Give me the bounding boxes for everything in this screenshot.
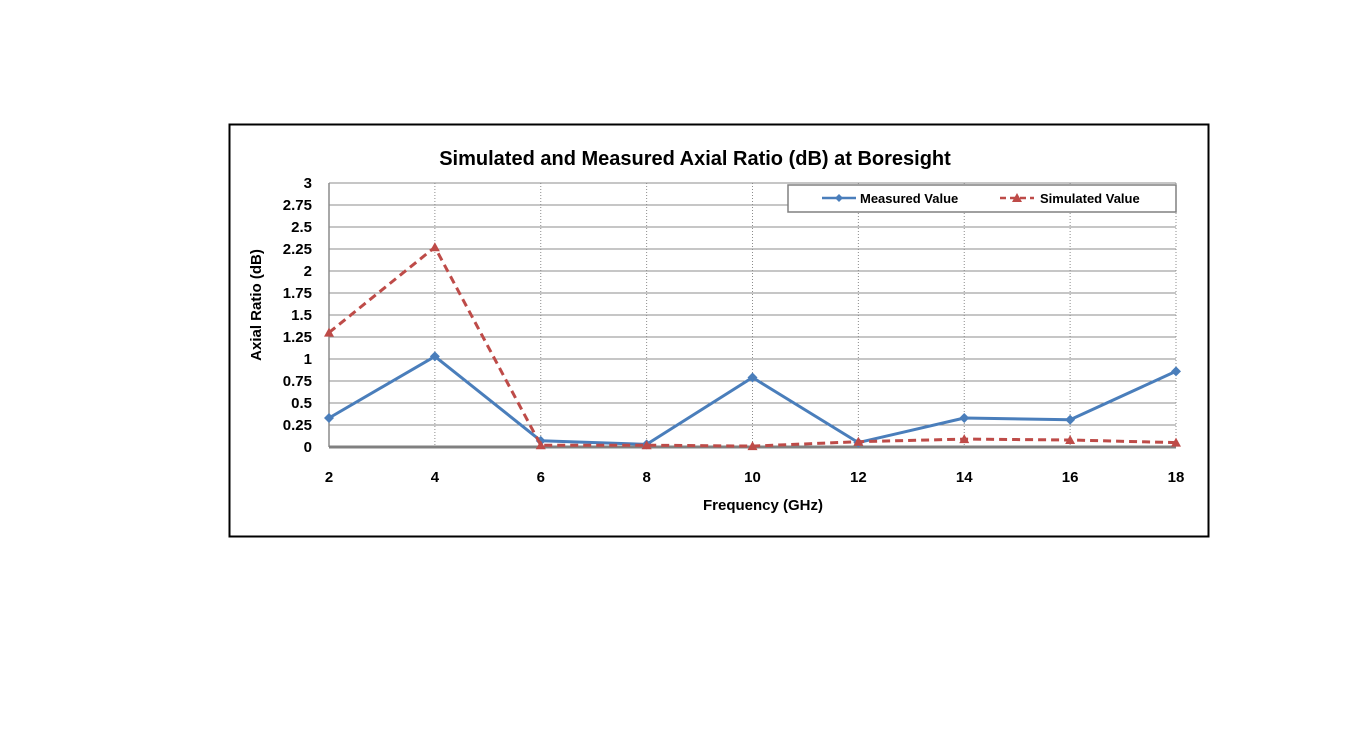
simulated-value-point [747, 441, 758, 451]
y-tick-label: 1.75 [283, 285, 312, 302]
simulated-value-point [535, 440, 546, 450]
measured-value-point [1171, 366, 1181, 377]
x-tick-label: 10 [744, 469, 761, 486]
y-tick-label: 0.25 [283, 417, 312, 434]
x-tick-label: 12 [850, 469, 867, 486]
x-tick-label: 4 [431, 469, 440, 486]
x-tick-label: 6 [537, 469, 545, 486]
measured-value-point [959, 412, 970, 423]
x-axis-title: Frequency (GHz) [703, 497, 823, 514]
y-tick-label: 1.5 [291, 307, 312, 324]
measured-value-point [1065, 414, 1076, 425]
x-tick-labels: 2 4 6 8 10 12 14 16 18 [325, 469, 1185, 486]
y-tick-labels: 0 0.25 0.5 0.75 1 1.25 1.5 1.75 2 2.25 2.5 2.75 3 [283, 175, 312, 456]
legend: Measured Value Simulated Value [787, 184, 1177, 213]
x-tick-label: 2 [325, 469, 333, 486]
series-layer [324, 242, 1181, 451]
legend-label-measured: Measured Value [860, 191, 958, 206]
legend-label-simulated: Simulated Value [1040, 191, 1140, 206]
y-tick-label: 1.25 [283, 329, 312, 346]
y-tick-label: 0.5 [291, 395, 312, 412]
y-tick-label: 0.75 [283, 373, 312, 390]
legend-box [787, 184, 1177, 213]
y-tick-label: 1 [304, 351, 312, 368]
x-tick-label: 14 [956, 469, 973, 486]
y-tick-label: 2 [304, 263, 312, 280]
simulated-value-point [641, 440, 652, 450]
simulated-value-point [959, 434, 970, 444]
chart-title: Simulated and Measured Axial Ratio (dB) … [439, 148, 951, 170]
measured-value-point [429, 351, 440, 362]
y-tick-label: 2.75 [283, 197, 312, 214]
measured-value-point [747, 372, 758, 383]
simulated-value-point [853, 436, 864, 446]
y-tick-label: 2.5 [291, 219, 312, 236]
x-tick-label: 18 [1168, 469, 1185, 486]
y-tick-label: 3 [304, 175, 312, 192]
y-axis-title: Axial Ratio (dB) [248, 249, 265, 361]
simulated-value-point [429, 242, 440, 252]
y-tick-label: 0 [304, 439, 312, 456]
measured-value-point [324, 412, 334, 423]
legend-marker-simulated [1012, 193, 1022, 202]
y-tick-label: 2.25 [283, 241, 312, 258]
simulated-value-point [1171, 437, 1181, 447]
vertical-gridlines [434, 183, 1177, 447]
x-tick-label: 8 [642, 469, 650, 486]
x-tick-label: 16 [1062, 469, 1079, 486]
legend-marker-measured [835, 194, 843, 202]
simulated-value-point [324, 327, 334, 337]
simulated-value-point [1065, 434, 1076, 444]
